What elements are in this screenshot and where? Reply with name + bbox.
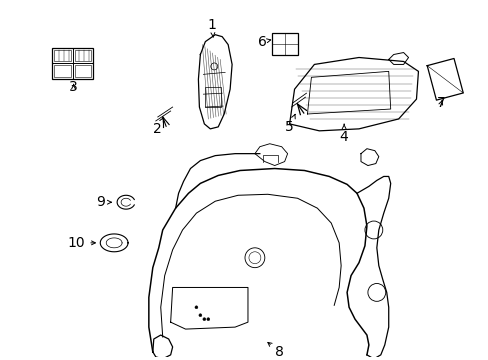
Text: 4: 4 [339, 124, 348, 144]
Circle shape [203, 318, 205, 321]
Text: 3: 3 [69, 80, 78, 94]
Circle shape [206, 318, 209, 321]
Text: 10: 10 [67, 236, 95, 250]
Text: 6: 6 [258, 35, 270, 49]
Text: 8: 8 [267, 342, 284, 359]
Text: 7: 7 [436, 96, 445, 110]
Circle shape [199, 314, 202, 317]
Text: 2: 2 [153, 118, 163, 136]
Text: 9: 9 [96, 195, 111, 209]
Text: 5: 5 [285, 114, 295, 134]
Circle shape [195, 306, 198, 309]
Text: 1: 1 [207, 18, 216, 37]
